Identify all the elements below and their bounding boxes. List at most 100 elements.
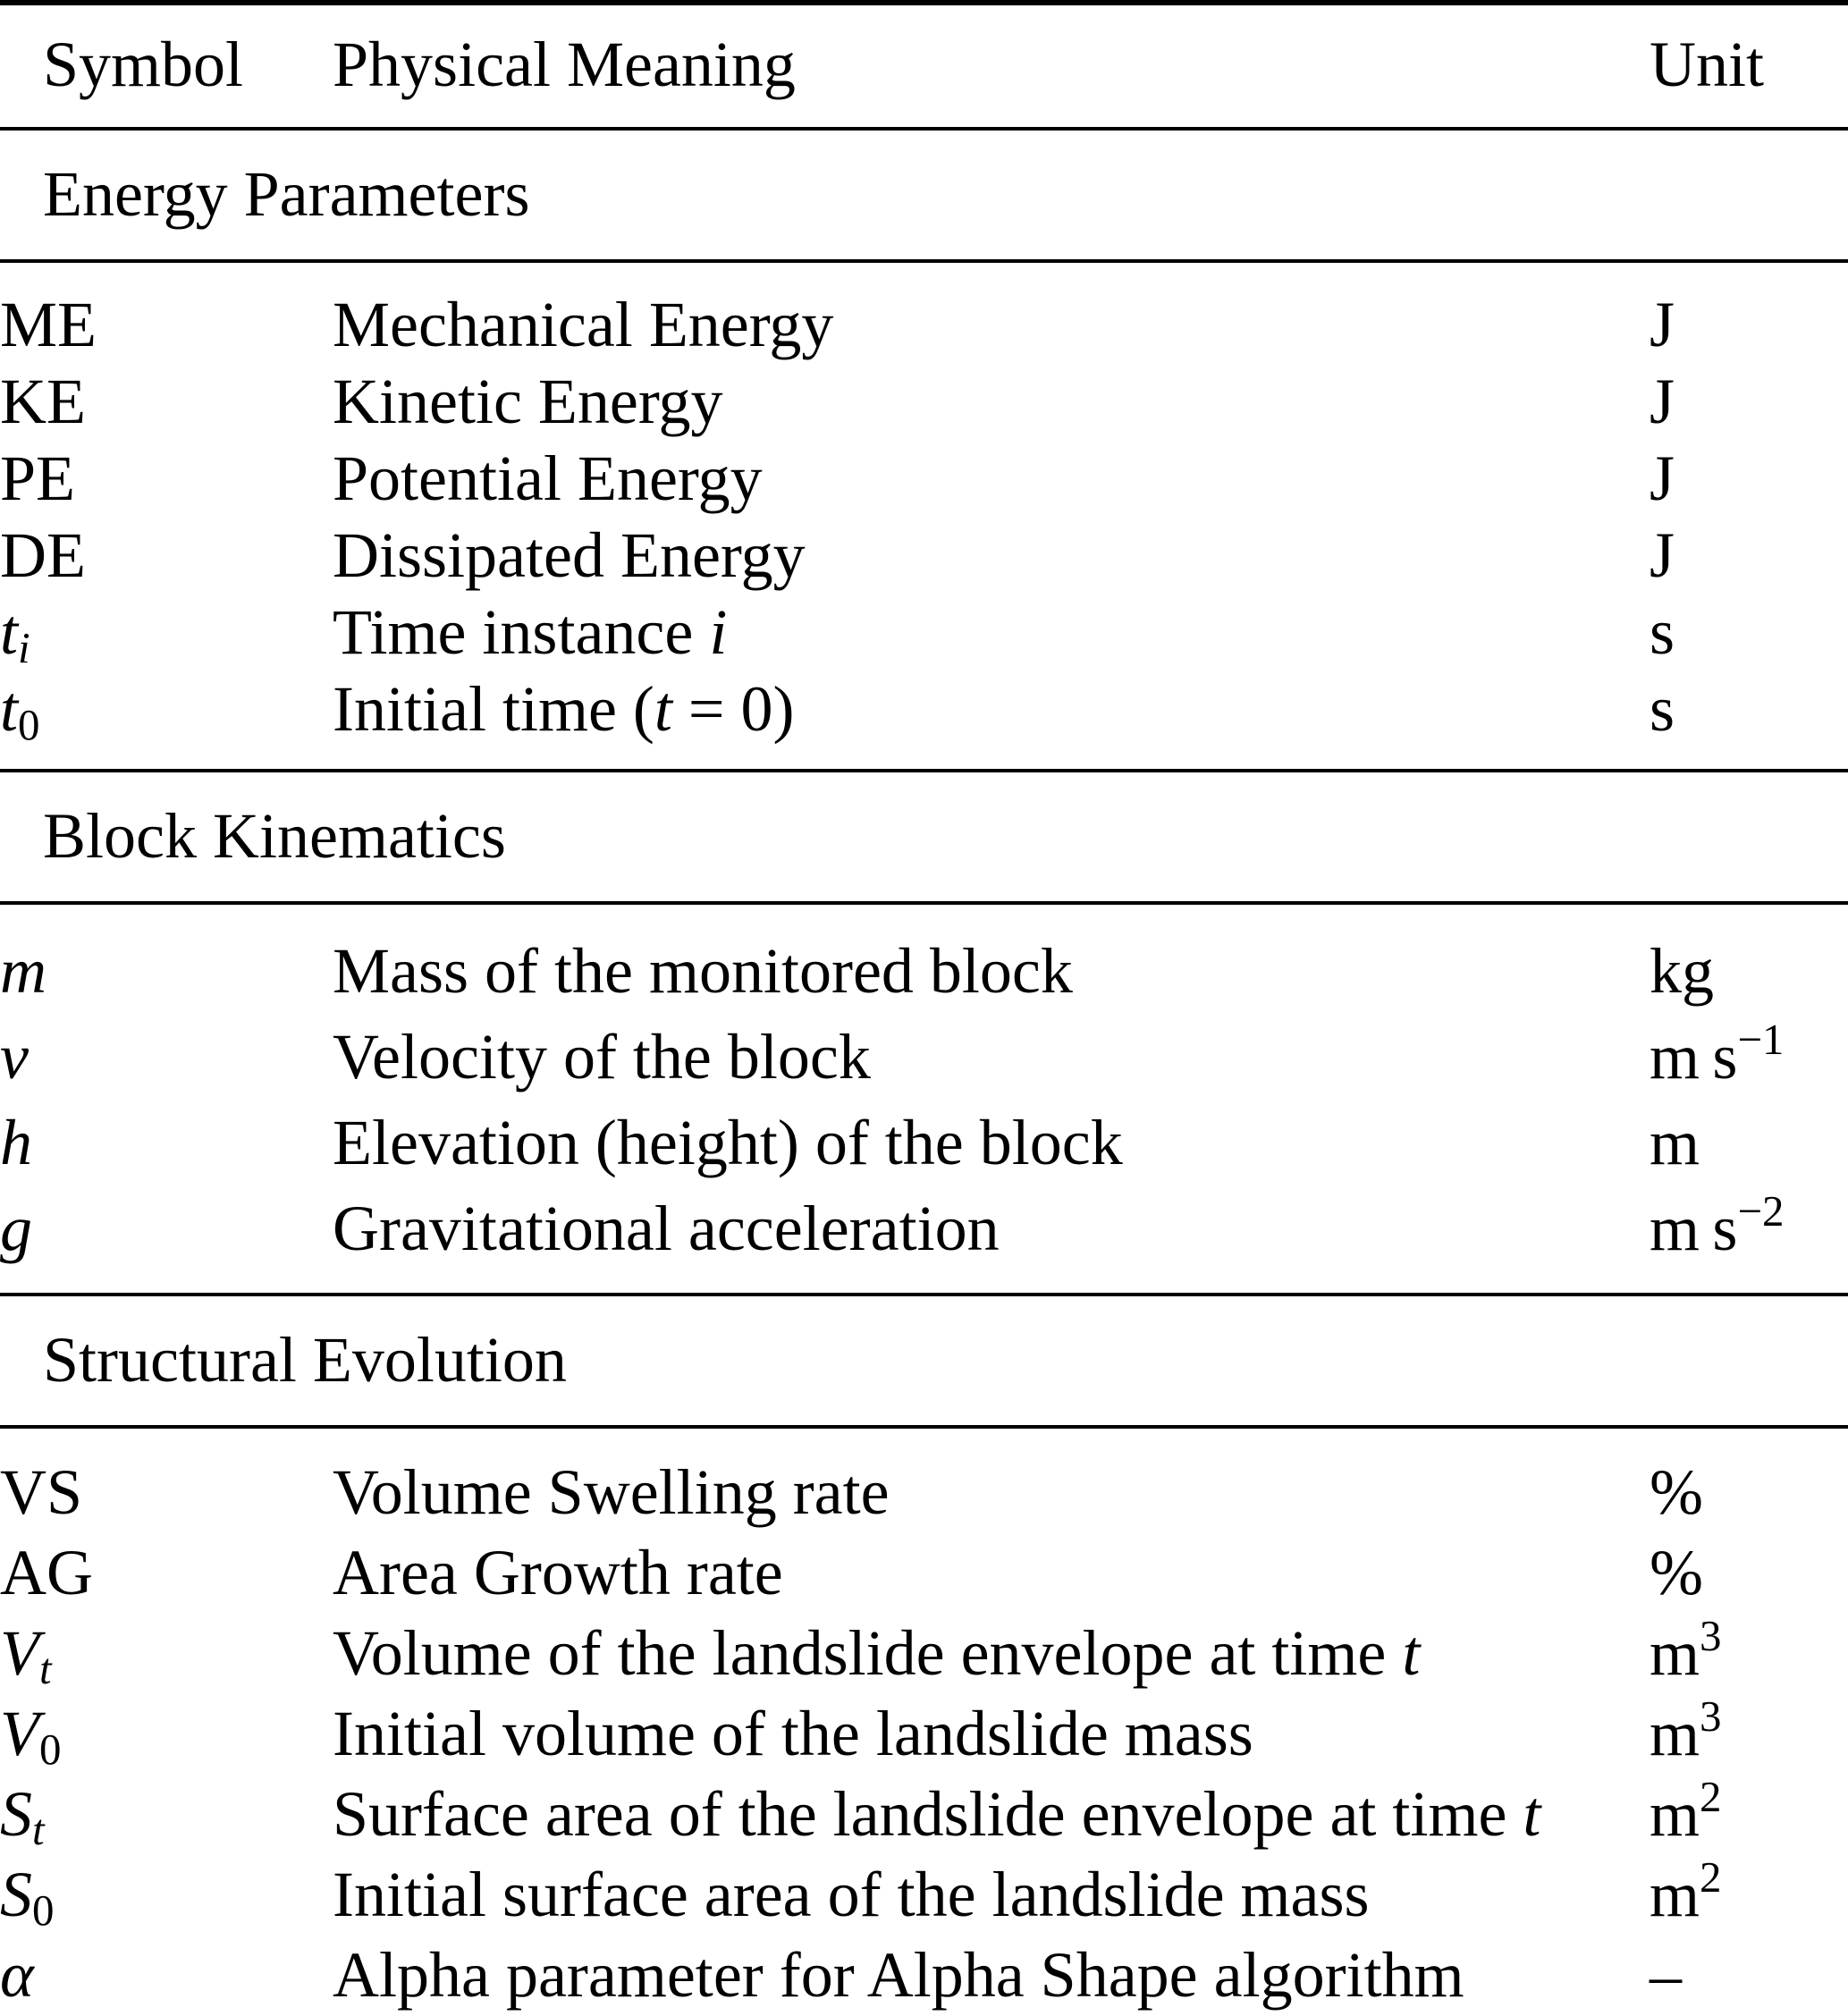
symbol-cell: g (0, 1185, 333, 1295)
symbol-text: AG (0, 1537, 93, 1608)
symbol-cell: St (0, 1774, 333, 1854)
unit-cell: m s−1 (1650, 1014, 1848, 1100)
symbol-text: VS (0, 1456, 83, 1528)
table-row: AG Area Growth rate % (0, 1532, 1848, 1613)
unit-text: m (1650, 1107, 1700, 1178)
symbol-text: g (0, 1193, 32, 1264)
meaning-cell: Initial surface area of the landslide ma… (333, 1854, 1650, 1935)
unit-text: s (1650, 673, 1675, 745)
table-row: m Mass of the monitored block kg (0, 903, 1848, 1014)
unit-cell: – (1650, 1935, 1848, 2016)
unit-cell: % (1650, 1427, 1848, 1532)
unit-cell: m2 (1650, 1854, 1848, 1935)
meaning-text: Initial time ( (333, 673, 654, 745)
unit-text: % (1650, 1456, 1703, 1528)
meaning-text: Potential Energy (333, 443, 763, 514)
meaning-cell: Volume Swelling rate (333, 1427, 1650, 1532)
table-row: PE Potential Energy J (0, 440, 1848, 517)
meaning-cell: Elevation (height) of the block (333, 1100, 1650, 1185)
symbol-cell: ti (0, 594, 333, 671)
meaning-cell: Dissipated Energy (333, 517, 1650, 594)
symbol-cell: KE (0, 363, 333, 440)
unit-text: s (1650, 596, 1675, 668)
meaning-cell: Kinetic Energy (333, 363, 1650, 440)
meaning-text: Volume of the landslide envelope at time (333, 1617, 1403, 1689)
meaning-cell: Volume of the landslide envelope at time… (333, 1613, 1650, 1693)
meaning-cell: Mechanical Energy (333, 261, 1650, 363)
unit-superscript: 3 (1700, 1611, 1722, 1661)
table-row: S0 Initial surface area of the landslide… (0, 1854, 1848, 1935)
unit-cell: s (1650, 671, 1848, 771)
section-title-row: Energy Parameters (0, 127, 1848, 263)
meaning-italic: i (709, 596, 728, 668)
unit-text: m (1650, 1859, 1700, 1930)
meaning-cell: Area Growth rate (333, 1532, 1650, 1613)
meaning-text: Alpha parameter for Alpha Shape algorith… (333, 1939, 1464, 2011)
section-block-kinematics-rows: m Mass of the monitored block kg v Veloc… (0, 903, 1848, 1295)
column-header-unit: Unit (1650, 3, 1848, 131)
meaning-cell: Potential Energy (333, 440, 1650, 517)
symbol-text: h (0, 1107, 32, 1178)
table-row: t0 Initial time (t = 0) s (0, 671, 1848, 771)
meaning-cell: Initial volume of the landslide mass (333, 1693, 1650, 1774)
table-row: v Velocity of the block m s−1 (0, 1014, 1848, 1100)
unit-cell: J (1650, 261, 1848, 363)
column-header-symbol: Symbol (0, 3, 333, 131)
unit-cell: J (1650, 363, 1848, 440)
unit-cell: J (1650, 440, 1848, 517)
unit-text: J (1650, 366, 1675, 437)
symbol-text: t (0, 673, 19, 745)
symbol-cell: v (0, 1014, 333, 1100)
meaning-text: Mechanical Energy (333, 289, 834, 360)
symbol-cell: VS (0, 1427, 333, 1532)
section-energy-parameters-rows: ME Mechanical Energy J KE Kinetic Energy… (0, 261, 1848, 771)
symbol-cell: AG (0, 1532, 333, 1613)
unit-superscript: 2 (1700, 1772, 1722, 1822)
symbol-text: DE (0, 519, 86, 591)
symbol-text: V (0, 1698, 39, 1769)
meaning-text: Initial surface area of the landslide ma… (333, 1859, 1370, 1930)
symbol-subscript: t (32, 1804, 45, 1854)
symbol-subscript: 0 (18, 699, 40, 749)
symbol-text: KE (0, 366, 86, 437)
symbol-cell: m (0, 903, 333, 1014)
table-row: ti Time instance i s (0, 594, 1848, 671)
table-row: h Elevation (height) of the block m (0, 1100, 1848, 1185)
meaning-cell: Initial time (t = 0) (333, 671, 1650, 771)
symbol-subscript: t (38, 1643, 52, 1693)
meaning-post: = 0) (671, 673, 795, 745)
unit-text: m s (1650, 1021, 1738, 1092)
section-title-row: Structural Evolution (0, 1293, 1848, 1429)
unit-text: kg (1650, 935, 1714, 1007)
symbol-text: V (0, 1617, 39, 1689)
symbol-text: v (0, 1021, 29, 1092)
symbol-subscript: i (18, 622, 30, 672)
meaning-text: Volume Swelling rate (333, 1456, 890, 1528)
meaning-text: Mass of the monitored block (333, 935, 1073, 1007)
unit-text: m (1650, 1778, 1700, 1850)
unit-cell: J (1650, 517, 1848, 594)
meaning-text: Surface area of the landslide envelope a… (333, 1778, 1523, 1850)
meaning-italic: t (1402, 1617, 1421, 1689)
header-row: Symbol Physical Meaning Unit (0, 3, 1848, 131)
unit-cell: m s−2 (1650, 1185, 1848, 1295)
unit-cell: % (1650, 1532, 1848, 1613)
unit-cell: kg (1650, 903, 1848, 1014)
meaning-cell: Surface area of the landslide envelope a… (333, 1774, 1650, 1854)
column-header-meaning: Physical Meaning (333, 3, 1650, 131)
unit-text: J (1650, 443, 1675, 514)
unit-text: m (1650, 1698, 1700, 1769)
meaning-italic: t (654, 673, 672, 745)
meaning-text: Elevation (height) of the block (333, 1107, 1123, 1178)
unit-cell: m3 (1650, 1613, 1848, 1693)
unit-superscript: −1 (1737, 1015, 1785, 1065)
meaning-cell: Gravitational acceleration (333, 1185, 1650, 1295)
unit-superscript: 2 (1700, 1852, 1722, 1902)
section-title: Energy Parameters (0, 127, 1848, 263)
meaning-text: Initial volume of the landslide mass (333, 1698, 1253, 1769)
symbol-cell: S0 (0, 1854, 333, 1935)
symbol-cell: t0 (0, 671, 333, 771)
meaning-cell: Time instance i (333, 594, 1650, 671)
symbol-text: PE (0, 443, 76, 514)
